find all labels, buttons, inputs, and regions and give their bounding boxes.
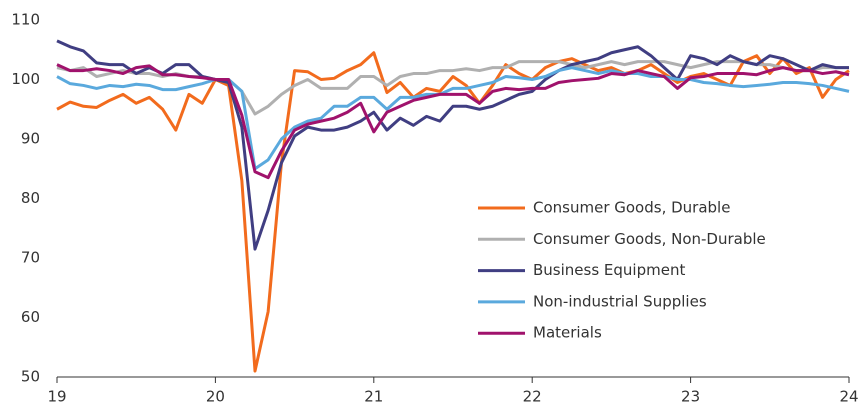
legend-label: Consumer Goods, Durable [533,199,730,217]
y-tick-label: 90 [21,130,40,148]
y-tick-label: 110 [11,11,40,29]
legend-label: Materials [533,324,602,342]
y-tick-label: 80 [21,189,40,207]
x-tick-label: 23 [681,388,700,406]
legend-label: Non-industrial Supplies [533,292,707,310]
y-tick-label: 70 [21,249,40,267]
y-tick-label: 60 [21,308,40,326]
series-line [56,66,850,171]
x-tick-label: 21 [364,388,383,406]
legend-label: Business Equipment [533,261,685,279]
y-tick-label: 50 [21,368,40,386]
x-tick-label: 20 [206,388,225,406]
x-tick-label: 22 [523,388,542,406]
x-tick-label: 19 [47,388,66,406]
series-line [56,63,850,180]
x-tick-label: 24 [839,388,858,406]
y-tick-label: 100 [11,70,40,88]
legend-label: Consumer Goods, Non-Durable [533,230,766,248]
series-line [56,51,850,373]
series-line [56,39,849,251]
